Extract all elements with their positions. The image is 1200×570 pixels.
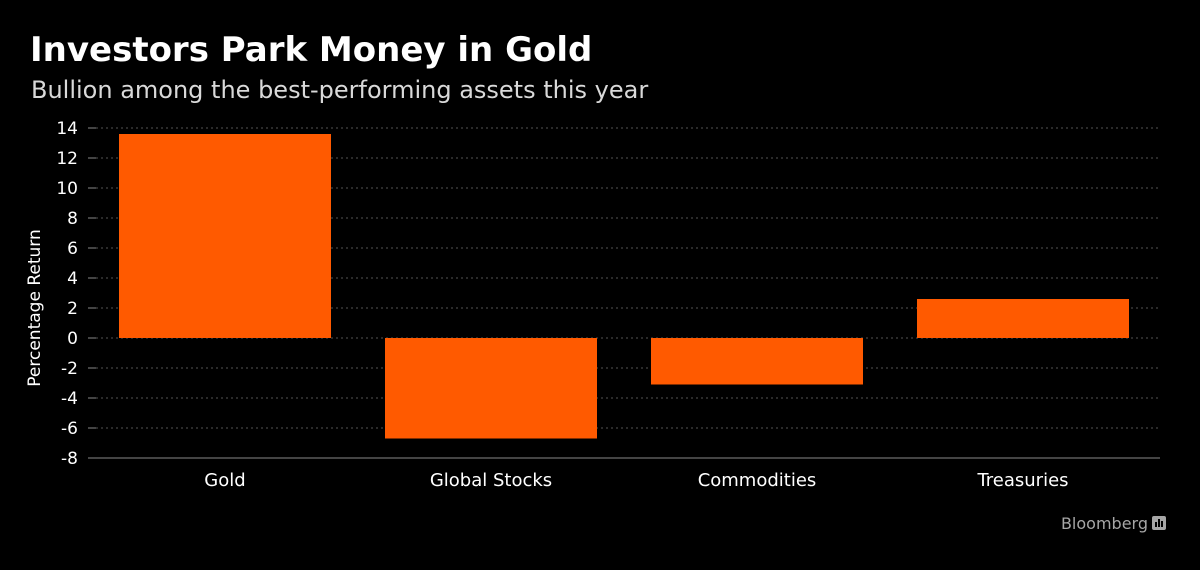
y-tick-label: 14 <box>56 119 78 139</box>
y-tick-label: 4 <box>67 269 78 289</box>
y-tick-label: -4 <box>61 389 78 409</box>
x-tick-label: Treasuries <box>976 470 1068 491</box>
source-label: Bloomberg <box>1060 514 1148 533</box>
y-tick-label: 10 <box>56 179 78 199</box>
y-tick-label: 6 <box>67 239 78 259</box>
y-tick-label: 2 <box>67 299 78 319</box>
y-tick-labels: 14 12 10 8 6 4 2 0 -2 -4 -6 -8 <box>56 119 78 469</box>
y-axis-label: Percentage Return <box>25 229 45 386</box>
y-tick-label: 0 <box>67 329 78 349</box>
bar-treasuries <box>917 299 1129 338</box>
bar-gold <box>119 134 331 338</box>
bar-commodities <box>651 338 863 385</box>
axes <box>88 127 1160 459</box>
chart-subtitle: Bullion among the best-performing assets… <box>31 76 649 104</box>
y-tick-label: -8 <box>61 449 78 469</box>
bloomberg-chart-icon <box>1152 516 1166 530</box>
bars <box>119 134 1129 439</box>
x-tick-labels: Gold Global Stocks Commodities Treasuries <box>204 470 1068 491</box>
y-tick-label: -6 <box>61 419 78 439</box>
chart-title: Investors Park Money in Gold <box>30 30 593 70</box>
y-tick-label: 12 <box>56 149 78 169</box>
x-tick-label: Global Stocks <box>430 470 552 491</box>
y-tick-label: 8 <box>67 209 78 229</box>
x-tick-label: Gold <box>204 470 245 491</box>
bar-global-stocks <box>385 338 597 439</box>
y-tick-label: -2 <box>61 359 78 379</box>
x-tick-label: Commodities <box>698 470 817 491</box>
